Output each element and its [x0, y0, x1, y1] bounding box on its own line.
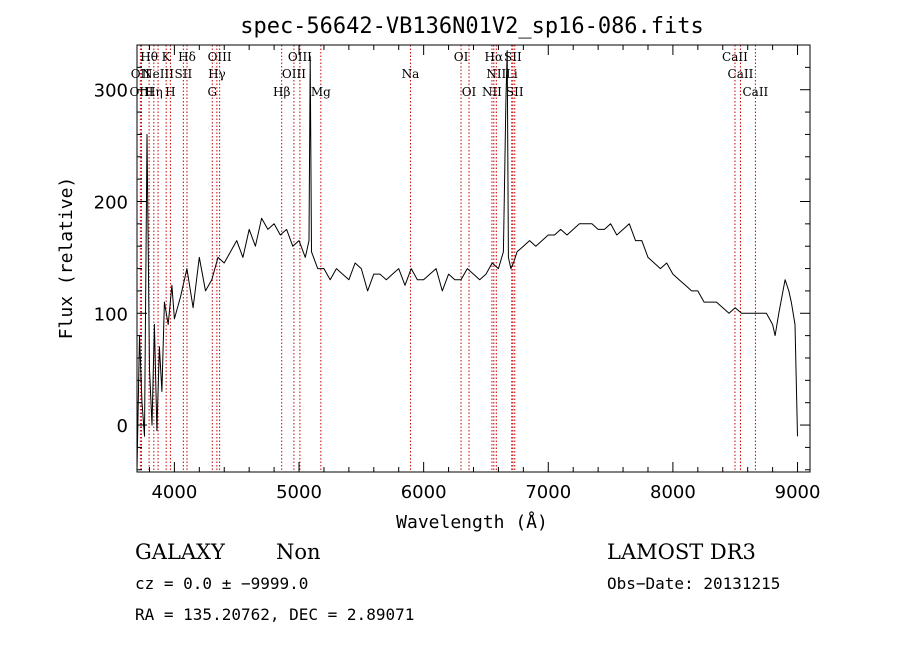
plot-frame: [136, 44, 811, 473]
obs-date: Obs−Date: 20131215: [607, 574, 780, 593]
emission-line-label: K: [162, 50, 172, 64]
emission-line-label: Hθ: [140, 50, 158, 64]
emission-line-label: NII: [482, 85, 502, 99]
emission-line-label: CaII: [722, 50, 748, 64]
radec-text: RA = 135.20762, DEC = 2.89071: [135, 605, 414, 624]
y-tick-label: 300: [94, 81, 128, 102]
survey-name: LAMOST DR3: [607, 540, 756, 564]
emission-line-label: CaII: [728, 67, 754, 81]
emission-line-label: OI: [454, 50, 469, 64]
emission-line-label: Hγ: [208, 67, 226, 81]
redshift-text: cz = 0.0 ± −9999.0: [135, 574, 308, 593]
spectrum-line: [136, 50, 798, 470]
emission-line-markers: [139, 45, 756, 472]
y-tick-label: 100: [94, 304, 128, 325]
emission-line-label: Li: [506, 67, 518, 81]
emission-line-label: H: [165, 85, 175, 99]
emission-line-label: OIII: [208, 50, 232, 64]
x-tick-label: 8000: [650, 482, 696, 503]
y-tick-label: 0: [117, 416, 128, 437]
emission-line-label: OII: [131, 67, 151, 81]
y-tick-label: 200: [94, 192, 128, 213]
emission-line-labels: OIIOIIIHθHηNeIIIKHSIIHδGHγOIIIHβOIIIOIII…: [129, 50, 768, 99]
y-axis-label: Flux (relative): [56, 177, 77, 340]
emission-line-label: Mg: [311, 85, 331, 99]
x-tick-label: 6000: [401, 482, 447, 503]
object-subclass: Non: [276, 540, 321, 564]
axis-ticks: 4000 5000 6000 7000 8000 9000 0 100 200 300: [94, 44, 821, 503]
x-tick-label: 7000: [525, 482, 571, 503]
object-class: GALAXY: [135, 540, 226, 564]
emission-line-label: OIII: [288, 50, 312, 64]
emission-line-label: SII: [175, 67, 193, 81]
emission-line-label: NII: [486, 67, 506, 81]
x-tick-label: 9000: [775, 482, 821, 503]
emission-line-label: CaII: [742, 85, 768, 99]
emission-line-label: G: [207, 85, 217, 99]
emission-line-label: SII: [504, 50, 522, 64]
x-tick-label: 4000: [151, 482, 197, 503]
emission-line-label: OIII: [129, 85, 153, 99]
emission-line-label: Hη: [145, 85, 163, 99]
emission-line-label: Na: [402, 67, 420, 81]
emission-line-label: OIII: [282, 67, 306, 81]
emission-line-label: Hδ: [178, 50, 196, 64]
emission-line-label: Hα: [485, 50, 504, 64]
emission-line-label: OI: [462, 85, 477, 99]
emission-line-label: NeIII: [142, 67, 174, 81]
x-tick-label: 5000: [276, 482, 322, 503]
emission-line-label: Hβ: [273, 85, 290, 99]
emission-line-label: SII: [506, 85, 524, 99]
chart-title: spec-56642-VB136N01V2_sp16-086.fits: [240, 14, 704, 39]
x-axis-label: Wavelength (Å): [396, 511, 548, 533]
